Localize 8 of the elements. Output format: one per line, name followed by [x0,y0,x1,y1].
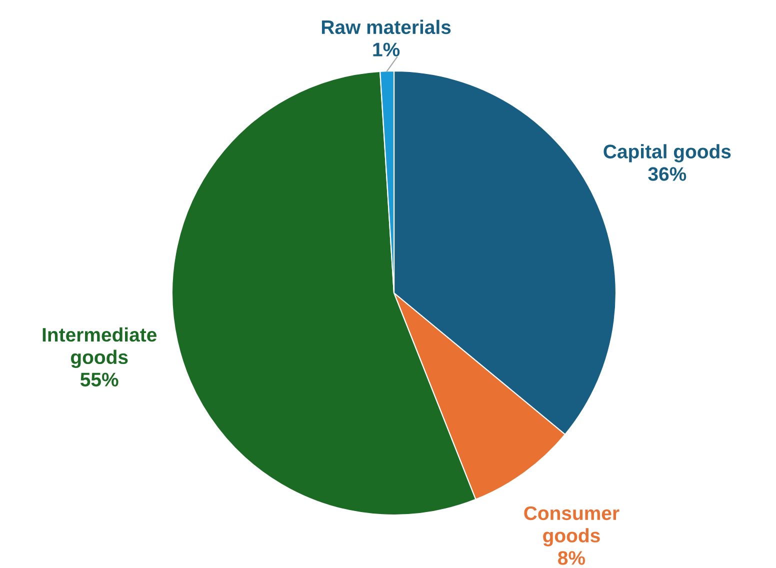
data-label: 8% [558,551,586,565]
slice-label: Intermediate goods [42,327,156,368]
data-label: 1% [373,42,400,56]
slice-label: Raw materials [322,20,451,34]
slice-label: Capital goods [604,144,731,162]
data-label: 55% [80,372,118,386]
slice-label: Consumer goods [524,506,620,546]
data-label: 36% [648,167,686,181]
